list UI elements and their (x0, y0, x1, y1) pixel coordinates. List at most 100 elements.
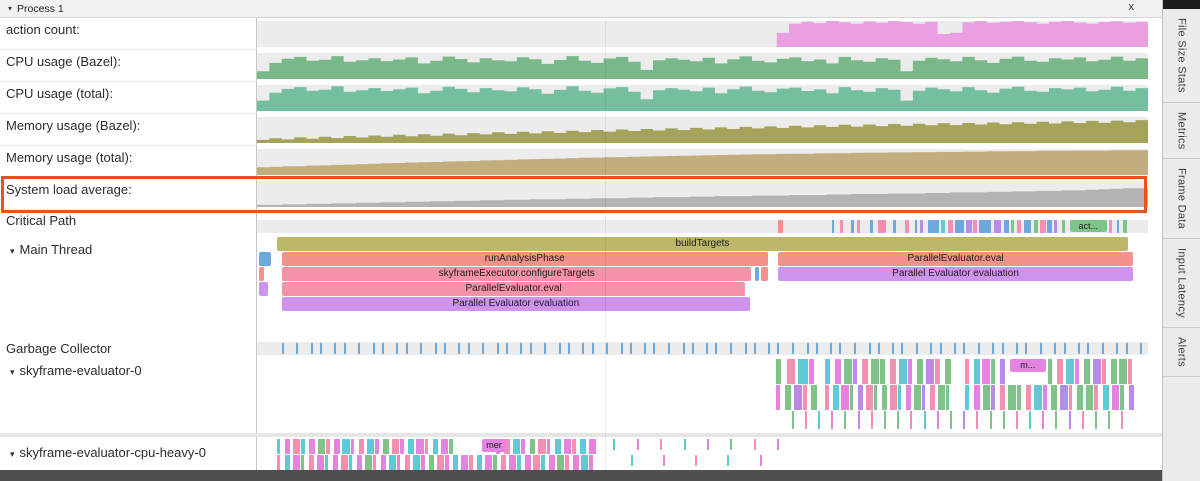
gc-slice[interactable] (310, 343, 313, 354)
gc-slice[interactable] (806, 343, 809, 354)
gc-slice[interactable] (482, 343, 485, 354)
critical-path-slice[interactable] (941, 220, 945, 233)
evaluator-slice[interactable] (1051, 385, 1058, 410)
evaluator-slice[interactable] (445, 455, 449, 470)
evaluator-slice[interactable] (375, 439, 379, 454)
evaluator-slice[interactable] (546, 439, 551, 454)
evaluator-slice[interactable] (408, 439, 414, 454)
evaluator-slice[interactable] (367, 439, 375, 454)
evaluator-slice[interactable] (525, 455, 531, 470)
evaluator-slice[interactable] (923, 411, 926, 429)
evaluator-slice[interactable] (1068, 411, 1071, 429)
evaluator-slice[interactable] (276, 455, 281, 470)
evaluator-slice[interactable] (521, 439, 525, 454)
main-thread-slice[interactable]: Parallel Evaluator evaluation (281, 297, 750, 311)
evaluator-slice[interactable] (889, 359, 896, 384)
critical-path-slice[interactable] (927, 220, 939, 233)
evaluator-badge[interactable]: m... (1009, 359, 1046, 372)
evaluator-slice[interactable] (999, 359, 1006, 384)
evaluator-slice[interactable] (857, 385, 863, 410)
gc-slice[interactable] (706, 343, 709, 354)
critical-path-slice[interactable] (1003, 220, 1009, 233)
evaluator-slice[interactable] (509, 455, 517, 470)
gc-slice[interactable] (405, 343, 408, 354)
gc-slice[interactable] (930, 343, 933, 354)
process-title[interactable]: Process 1 (17, 2, 64, 15)
evaluator-slice[interactable] (1042, 411, 1045, 429)
critical-path-slice[interactable] (954, 220, 964, 233)
horizontal-scrollbar[interactable] (0, 470, 1162, 481)
gc-slice[interactable] (791, 343, 794, 354)
evaluator-slice[interactable] (834, 359, 841, 384)
critical-path-slice[interactable] (1116, 220, 1120, 233)
evaluator-slice[interactable] (364, 455, 372, 470)
evaluator-slice[interactable] (563, 439, 572, 454)
evaluator-slice[interactable] (432, 439, 439, 454)
evaluator-slice[interactable] (399, 439, 404, 454)
gc-slice[interactable] (939, 343, 942, 354)
evaluator-slice[interactable] (1095, 411, 1098, 429)
evaluator-slice[interactable] (862, 359, 869, 384)
gc-slice[interactable] (992, 343, 995, 354)
gc-slice[interactable] (768, 343, 771, 354)
evaluator-slice[interactable] (325, 439, 330, 454)
main-thread-track-header[interactable]: ▾ Main Thread (0, 236, 257, 340)
evaluator-slice[interactable] (965, 359, 970, 384)
evaluator-slice[interactable] (999, 385, 1006, 410)
gc-slice[interactable] (877, 343, 880, 354)
evaluator-slice[interactable] (1016, 385, 1021, 410)
evaluator-slice[interactable] (870, 411, 873, 429)
critical-path-slice[interactable] (978, 220, 992, 233)
evaluator-slice[interactable] (905, 385, 911, 410)
evaluator-slice[interactable] (549, 455, 555, 470)
evaluator-slice[interactable] (809, 359, 815, 384)
process-collapse-icon[interactable]: ▾ (8, 4, 13, 13)
critical-path-slice[interactable] (919, 220, 924, 233)
evaluator-slice[interactable] (1092, 359, 1101, 384)
gc-slice[interactable] (868, 343, 871, 354)
skyframe-evaluator-0-track-header[interactable]: ▾ skyframe-evaluator-0 (0, 357, 257, 433)
evaluator-slice[interactable] (1081, 411, 1084, 429)
evaluator-slice[interactable] (907, 359, 913, 384)
evaluator-slice[interactable] (798, 359, 808, 384)
gc-slice[interactable] (1025, 343, 1028, 354)
evaluator-slice[interactable] (883, 411, 886, 429)
evaluator-slice[interactable] (555, 439, 561, 454)
evaluator-slice[interactable] (485, 455, 493, 470)
gc-slice[interactable] (420, 343, 423, 354)
evaluator-slice[interactable] (897, 411, 900, 429)
evaluator-slice[interactable] (1120, 385, 1124, 410)
critical-path-slice[interactable] (893, 220, 896, 233)
evaluator-slice[interactable] (581, 455, 589, 470)
evaluator-slice[interactable] (730, 439, 733, 450)
evaluator-slice[interactable] (963, 411, 966, 429)
evaluator-slice[interactable] (873, 385, 878, 410)
evaluator-slice[interactable] (1094, 385, 1099, 410)
critical-path-slice[interactable] (1047, 220, 1052, 233)
evaluator-slice[interactable] (420, 455, 425, 470)
evaluator-slice[interactable] (1057, 359, 1064, 384)
gc-slice[interactable] (458, 343, 461, 354)
evaluator-slice[interactable] (309, 439, 315, 454)
evaluator-slice[interactable] (334, 439, 340, 454)
critical-path-slice[interactable] (1053, 220, 1058, 233)
evaluator-slice[interactable] (1085, 385, 1094, 410)
main-thread-slice[interactable] (258, 282, 268, 296)
evaluator-slice[interactable] (477, 455, 483, 470)
gc-slice[interactable] (839, 343, 842, 354)
evaluator-slice[interactable] (358, 439, 365, 454)
evaluator-slice[interactable] (316, 455, 324, 470)
evaluator-slice[interactable] (1015, 411, 1018, 429)
evaluator-slice[interactable] (308, 455, 315, 470)
gc-slice[interactable] (343, 343, 346, 354)
evaluator-slice[interactable] (865, 385, 873, 410)
evaluator-slice[interactable] (1102, 385, 1109, 410)
critical-path-slice[interactable] (856, 220, 861, 233)
gc-slice[interactable] (1116, 343, 1119, 354)
critical-path-slice[interactable] (973, 220, 977, 233)
evaluator-slice[interactable] (663, 455, 666, 466)
main-thread-slice[interactable]: runAnalysisPhase (281, 252, 768, 266)
evaluator-slice[interactable] (517, 455, 521, 470)
evaluator-slice[interactable] (1066, 359, 1074, 384)
main-thread-slice[interactable] (761, 267, 769, 281)
